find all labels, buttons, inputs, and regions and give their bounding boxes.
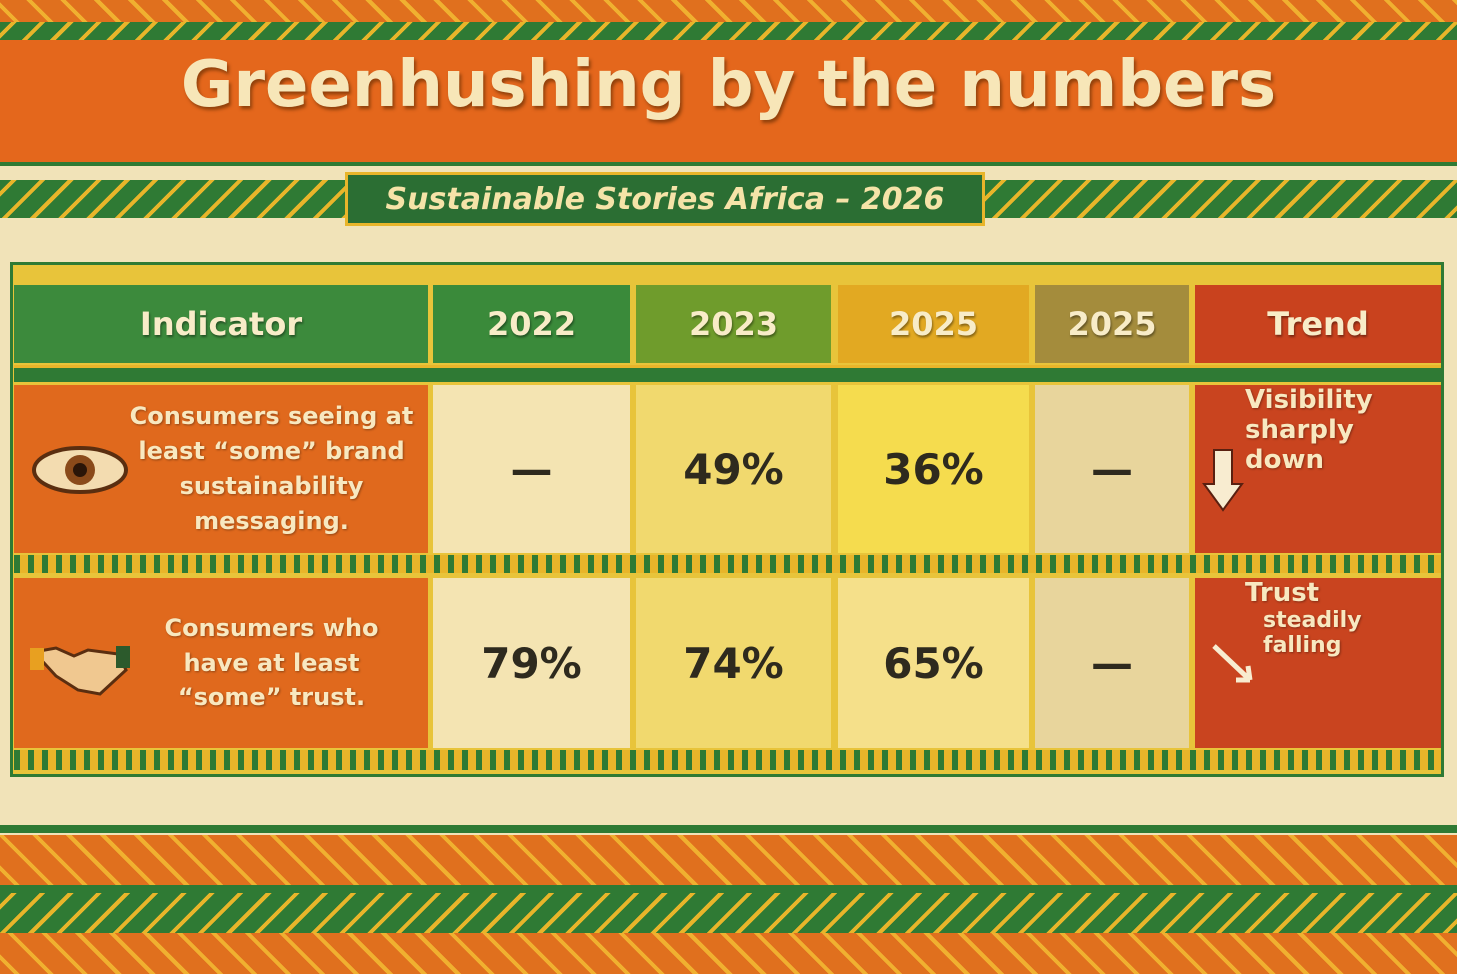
value-cell: 36% <box>838 385 1029 553</box>
title: Greenhushing by the numbers <box>180 48 1277 122</box>
column-header: 2023 <box>636 285 831 363</box>
trend-text: Trust <box>1245 578 1320 608</box>
decor-band <box>0 933 1457 974</box>
handshake-icon <box>30 646 130 696</box>
trend-cell: Visibility sharply down <box>1195 385 1441 553</box>
divider <box>14 365 1441 382</box>
column-header: 2025 <box>838 285 1029 363</box>
value-cell: 74% <box>636 578 831 748</box>
eye-icon <box>32 446 128 494</box>
subtitle: Sustainable Stories Africa – 2026 <box>345 172 985 226</box>
trend-text: Visibility <box>1245 385 1373 415</box>
decor-band <box>0 885 1457 893</box>
value-cell: 49% <box>636 385 831 553</box>
value-cell: 65% <box>838 578 1029 748</box>
decor-band <box>0 22 1457 40</box>
column-header: Indicator <box>14 285 428 363</box>
trend-cell: Trust steadily falling <box>1195 578 1441 748</box>
title-band <box>0 40 1457 166</box>
decor-band <box>0 893 1457 933</box>
value-cell: — <box>1035 578 1189 748</box>
column-header: 2022 <box>433 285 630 363</box>
column-header: 2025 <box>1035 285 1189 363</box>
trend-text: sharply down <box>1245 415 1354 475</box>
trend-text: steadily falling <box>1263 608 1362 658</box>
decor-band <box>0 825 1457 833</box>
divider <box>14 750 1441 770</box>
value-cell: — <box>1035 385 1189 553</box>
decor-band <box>0 0 1457 22</box>
value-cell: 79% <box>433 578 630 748</box>
decor-band <box>0 835 1457 885</box>
divider <box>14 555 1441 573</box>
down-arrow <box>1202 449 1244 512</box>
falling-arrow <box>1212 644 1253 683</box>
value-cell: — <box>433 385 630 553</box>
column-header: Trend <box>1195 285 1441 363</box>
